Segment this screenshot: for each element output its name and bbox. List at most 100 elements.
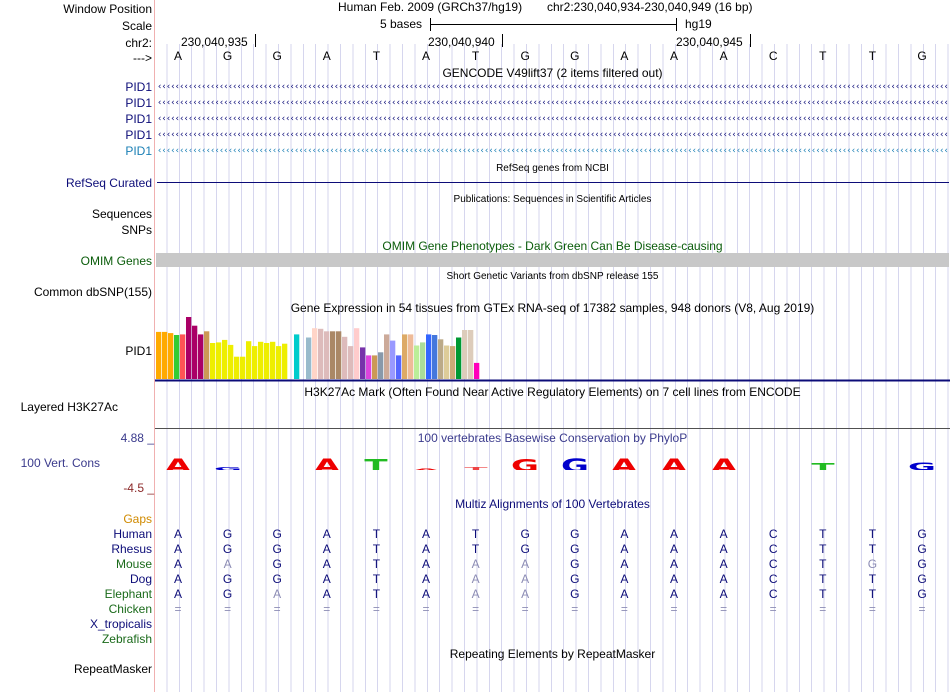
multiz-aligned-base: A [521, 557, 530, 571]
gtex-tissue-bar[interactable] [402, 334, 408, 379]
base-gridlines [155, 44, 950, 692]
gtex-tissue-bar[interactable] [258, 341, 264, 379]
gtex-tissue-bar[interactable] [210, 343, 216, 379]
refseq-track-label[interactable]: RefSeq Curated [65, 176, 152, 190]
gtex-tissue-bar[interactable] [168, 333, 174, 379]
gtex-tissue-bar[interactable] [240, 356, 246, 379]
repeatmasker-track-label[interactable]: RepeatMasker [73, 662, 152, 676]
gtex-tissue-bar[interactable] [360, 347, 366, 379]
gtex-tissue-bar[interactable] [336, 331, 342, 379]
multiz-species-label[interactable]: Elephant [104, 587, 152, 601]
multiz-aligned-base: A [322, 542, 331, 556]
gencode-track-label[interactable]: PID1 [125, 112, 152, 126]
gtex-tissue-bar[interactable] [474, 362, 480, 379]
gtex-tissue-bar[interactable] [450, 346, 456, 379]
gtex-tissue-bar[interactable] [396, 355, 402, 379]
gtex-tissue-bar[interactable] [228, 344, 234, 379]
phylop-base-letter: A [313, 456, 340, 470]
gtex-chart[interactable] [155, 314, 950, 382]
gtex-tissue-bar[interactable] [216, 342, 222, 379]
gtex-tissue-bar[interactable] [384, 334, 390, 379]
multiz-species-label[interactable]: Dog [129, 572, 152, 586]
gtex-tissue-bar[interactable] [198, 334, 204, 379]
h3k27ac-baseline [155, 428, 950, 429]
gtex-tissue-bar[interactable] [330, 331, 336, 379]
gtex-tissue-bar[interactable] [438, 339, 444, 379]
gtex-tissue-bar[interactable] [264, 343, 270, 379]
multiz-species-label[interactable]: Human [113, 527, 152, 541]
gtex-tissue-bar[interactable] [354, 328, 360, 379]
gtex-tissue-bar[interactable] [234, 356, 240, 379]
reference-base: A [173, 49, 182, 63]
refseq-gene-line[interactable] [157, 182, 949, 183]
gtex-tissue-bar[interactable] [408, 334, 414, 379]
h3k27ac-track-label[interactable]: Layered H3K27Ac [20, 400, 118, 414]
multiz-aligned-base: A [173, 527, 182, 541]
gtex-tissue-bar[interactable] [252, 346, 258, 379]
gtex-tissue-bar[interactable] [306, 337, 312, 380]
multiz-aligned-base: T [819, 542, 827, 556]
omim-track-label[interactable]: OMIM Genes [80, 254, 152, 268]
gencode-transcript[interactable]: ‹‹‹‹‹‹‹‹‹‹‹‹‹‹‹‹‹‹‹‹‹‹‹‹‹‹‹‹‹‹‹‹‹‹‹‹‹‹‹‹… [157, 115, 949, 123]
gtex-tissue-bar[interactable] [444, 345, 450, 380]
gtex-tissue-bar[interactable] [246, 341, 252, 379]
gtex-tissue-bar[interactable] [390, 340, 396, 379]
multiz-species-label[interactable]: Mouse [115, 557, 152, 571]
gtex-tissue-bar[interactable] [294, 334, 300, 379]
gtex-tissue-bar[interactable] [468, 330, 474, 379]
gencode-track-label[interactable]: PID1 [125, 128, 152, 142]
gtex-tissue-bar[interactable] [366, 355, 372, 379]
reference-base: T [372, 49, 381, 63]
phylop-base-letter: T [364, 457, 388, 470]
gtex-tissue-bar[interactable] [180, 334, 186, 379]
gtex-tissue-bar[interactable] [348, 346, 354, 379]
gtex-tissue-bar[interactable] [162, 331, 168, 379]
gencode-track-label[interactable]: PID1 [125, 96, 152, 110]
gencode-track-label[interactable]: PID1 [125, 144, 152, 158]
reference-base: G [222, 49, 233, 63]
gtex-tissue-bar[interactable] [174, 335, 180, 379]
gtex-tissue-bar[interactable] [462, 330, 468, 379]
multiz-aligned-base: G [222, 572, 233, 586]
gencode-transcript[interactable]: ‹‹‹‹‹‹‹‹‹‹‹‹‹‹‹‹‹‹‹‹‹‹‹‹‹‹‹‹‹‹‹‹‹‹‹‹‹‹‹‹… [157, 131, 949, 139]
gtex-tissue-bar[interactable] [426, 334, 432, 379]
gtex-tissue-bar[interactable] [432, 335, 438, 379]
gtex-tissue-bar[interactable] [222, 339, 228, 379]
gtex-tissue-bar[interactable] [192, 325, 198, 379]
gtex-tissue-bar[interactable] [312, 328, 318, 379]
gtex-tissue-bar[interactable] [372, 355, 378, 379]
gtex-tissue-bar[interactable] [456, 337, 462, 380]
gencode-transcript[interactable]: ‹‹‹‹‹‹‹‹‹‹‹‹‹‹‹‹‹‹‹‹‹‹‹‹‹‹‹‹‹‹‹‹‹‹‹‹‹‹‹‹… [157, 83, 949, 91]
chromosome-label: chr2: [125, 36, 152, 50]
gencode-track-label[interactable]: PID1 [125, 80, 152, 94]
gtex-tissue-bar[interactable] [324, 331, 330, 379]
multiz-aligned-base: = [472, 602, 480, 616]
snps-track-label[interactable]: SNPs [121, 223, 152, 237]
gtex-tissue-bar[interactable] [270, 341, 276, 379]
omim-gene-bar[interactable] [156, 253, 949, 267]
gtex-tissue-bar[interactable] [204, 331, 210, 379]
multiz-aligned-base: G [272, 557, 282, 571]
gtex-track-label[interactable]: PID1 [125, 344, 152, 358]
gencode-transcript[interactable]: ‹‹‹‹‹‹‹‹‹‹‹‹‹‹‹‹‹‹‹‹‹‹‹‹‹‹‹‹‹‹‹‹‹‹‹‹‹‹‹‹… [157, 99, 949, 107]
gtex-tissue-bar[interactable] [276, 346, 282, 379]
multiz-species-label[interactable]: X_tropicalis [89, 617, 152, 631]
multiz-species-label[interactable]: Chicken [108, 602, 152, 616]
gtex-tissue-bar[interactable] [318, 328, 324, 379]
gtex-tissue-bar[interactable] [156, 331, 162, 379]
gtex-tissue-bar[interactable] [378, 352, 384, 379]
gtex-tissue-bar[interactable] [414, 345, 420, 380]
gtex-tissue-bar[interactable] [420, 342, 426, 379]
gtex-tissue-bar[interactable] [282, 343, 288, 379]
gtex-tissue-bar[interactable] [186, 317, 192, 379]
multiz-aligned-base: = [521, 602, 529, 616]
gtex-tissue-bar[interactable] [342, 336, 348, 379]
phylop-track-label[interactable]: 100 Vert. Cons [20, 456, 100, 470]
sequences-track-label[interactable]: Sequences [91, 207, 152, 221]
dbsnp-track-label[interactable]: Common dbSNP(155) [33, 285, 152, 299]
gencode-transcript[interactable]: ‹‹‹‹‹‹‹‹‹‹‹‹‹‹‹‹‹‹‹‹‹‹‹‹‹‹‹‹‹‹‹‹‹‹‹‹‹‹‹‹… [157, 147, 949, 155]
label-divider[interactable] [154, 0, 155, 692]
multiz-species-label[interactable]: Rhesus [111, 542, 152, 556]
multiz-species-label[interactable]: Zebrafish [101, 632, 152, 646]
multiz-aligned-base: G [272, 572, 282, 586]
